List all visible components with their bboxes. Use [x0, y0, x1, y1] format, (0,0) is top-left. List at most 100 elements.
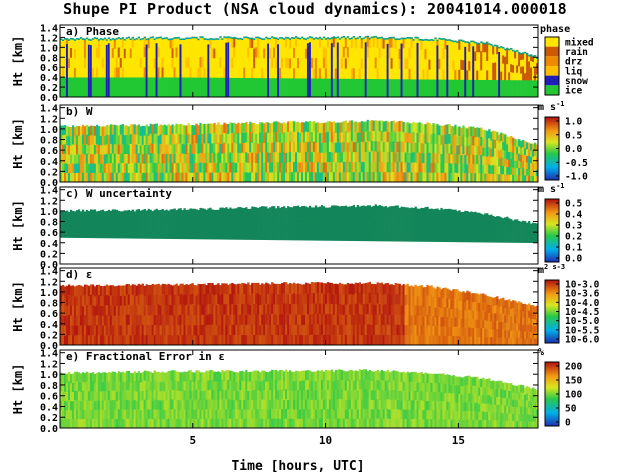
- data-cell: [342, 217, 346, 224]
- data-cell: [468, 126, 471, 137]
- data-cell: [306, 131, 310, 143]
- phase-top-cell: [197, 38, 200, 41]
- phase-cell: [177, 57, 180, 68]
- phase-ice-cell: [247, 77, 250, 97]
- phase-cell: [424, 48, 427, 60]
- data-cell: [277, 161, 280, 173]
- phase-cell: [287, 47, 290, 58]
- data-cell: [97, 334, 101, 346]
- phase-cell: [103, 37, 107, 48]
- data-cell: [526, 142, 529, 150]
- phase-top-cell: [306, 37, 310, 39]
- data-cell: [107, 233, 111, 239]
- data-cell: [103, 172, 107, 183]
- data-cell: [77, 218, 81, 224]
- phase-ice-cell: [265, 77, 268, 97]
- phase-cell: [69, 57, 73, 68]
- data-cell: [271, 142, 274, 153]
- phase-cell: [382, 48, 385, 59]
- data-cell: [446, 134, 449, 144]
- data-cell: [456, 172, 459, 183]
- data-cell: [89, 294, 93, 305]
- data-cell: [454, 236, 457, 243]
- data-cell: [350, 234, 354, 241]
- data-cell: [400, 212, 403, 219]
- data-cell: [460, 212, 463, 218]
- phase-cell: [402, 58, 405, 69]
- phase-cell: [458, 39, 461, 50]
- phase-cell: [346, 67, 350, 79]
- data-cell: [101, 295, 105, 307]
- data-cell: [412, 131, 415, 143]
- data-cell: [350, 223, 354, 230]
- phase-cell: [143, 36, 146, 48]
- data-cell: [324, 234, 328, 241]
- phase-cell: [412, 59, 415, 70]
- data-cell: [388, 131, 391, 143]
- data-cell: [81, 228, 85, 234]
- phase-cell: [73, 39, 77, 50]
- data-cell: [115, 153, 119, 164]
- phase-cell: [113, 57, 117, 68]
- data-cell: [300, 142, 304, 153]
- data-cell: [201, 143, 204, 154]
- data-cell: [432, 225, 435, 232]
- data-cell: [360, 171, 364, 183]
- data-cell: [418, 172, 421, 183]
- phase-cell: [243, 46, 246, 58]
- data-cell: [436, 153, 439, 164]
- data-cell: [362, 205, 366, 212]
- data-cell: [504, 158, 507, 167]
- data-cell: [370, 151, 373, 162]
- data-cell: [131, 124, 134, 135]
- data-cell: [261, 172, 264, 183]
- phase-cell: [454, 40, 457, 51]
- data-cell: [332, 217, 336, 224]
- data-cell: [356, 132, 360, 143]
- data-cell: [189, 334, 192, 346]
- data-cell: [265, 206, 268, 213]
- data-cell: [522, 235, 525, 240]
- phase-cell: [380, 36, 383, 48]
- data-cell: [93, 126, 97, 136]
- phase-cell: [462, 69, 465, 80]
- phase-cell: [312, 68, 316, 79]
- data-cell: [444, 219, 447, 226]
- phase-cell: [223, 46, 226, 58]
- data-cell: [308, 223, 312, 230]
- data-cell: [356, 228, 360, 236]
- phase-cell: [496, 45, 499, 55]
- data-cell: [297, 211, 300, 218]
- phase-cell: [428, 39, 431, 50]
- phase-cell: [99, 67, 103, 78]
- data-cell: [105, 233, 109, 239]
- phase-cell: [297, 57, 300, 69]
- data-cell: [434, 219, 437, 226]
- phase-cell: [217, 38, 220, 49]
- data-cell: [115, 325, 119, 336]
- data-cell: [498, 134, 501, 143]
- data-cell: [69, 172, 73, 183]
- data-cell: [77, 304, 81, 316]
- data-cell: [504, 217, 507, 222]
- data-cell: [165, 125, 168, 136]
- data-cell: [235, 143, 238, 154]
- data-cell: [181, 324, 184, 336]
- data-cell: [532, 222, 535, 227]
- phase-cell: [350, 57, 354, 69]
- data-cell: [386, 235, 389, 242]
- data-cell: [91, 163, 95, 173]
- data-cell: [137, 143, 140, 154]
- data-cell: [332, 205, 336, 212]
- phase-cell: [334, 57, 338, 69]
- data-cell: [161, 294, 164, 305]
- data-cell: [416, 132, 419, 143]
- data-cell: [151, 143, 154, 154]
- data-cell: [127, 294, 131, 305]
- data-cell: [378, 141, 381, 152]
- data-cell: [289, 161, 292, 173]
- phase-cell: [265, 57, 268, 68]
- phase-cell: [239, 67, 242, 78]
- phase-cell: [201, 67, 204, 78]
- data-cell: [444, 143, 447, 154]
